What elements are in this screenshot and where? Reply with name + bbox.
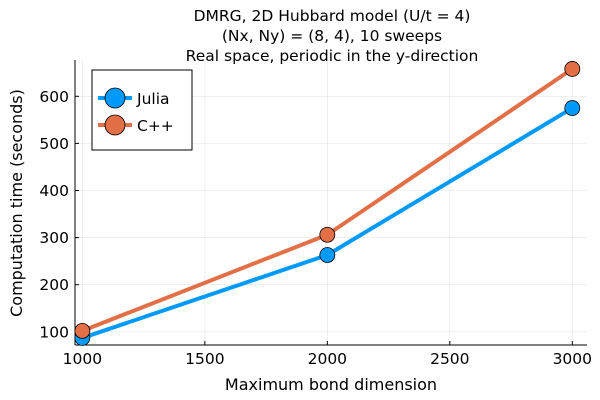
legend-label-julia: Julia: [136, 90, 170, 108]
y-tick-label: 300: [39, 229, 69, 247]
legend-marker-julia: [104, 87, 126, 109]
data-point-cpp: [319, 226, 336, 243]
legend: Julia C++: [91, 69, 193, 151]
grid: [75, 60, 587, 345]
x-axis-label: Maximum bond dimension: [225, 375, 437, 394]
series-layer: [74, 61, 581, 346]
x-tick-label: 1500: [185, 350, 224, 368]
x-tick-label: 2000: [308, 350, 347, 368]
y-tick-label: 100: [39, 323, 69, 341]
data-point-julia: [319, 247, 336, 263]
axes: [74, 60, 587, 346]
y-tick-label: 600: [39, 88, 69, 106]
data-point-cpp: [564, 61, 581, 77]
x-tick-label: 3000: [553, 350, 592, 368]
x-tick-label: 1000: [63, 350, 102, 368]
data-point-julia: [564, 100, 581, 116]
y-axis-label: Computation time (seconds): [7, 89, 26, 317]
y-tick-label: 400: [39, 182, 69, 200]
chart-title: DMRG, 2D Hubbard model (U/t = 4) (Nx, Ny…: [186, 7, 479, 65]
y-tick-label: 500: [39, 135, 69, 153]
x-tick-label: 2500: [430, 350, 469, 368]
legend-marker-cpp: [104, 114, 126, 136]
title-line-1: DMRG, 2D Hubbard model (U/t = 4): [194, 7, 471, 25]
title-line-2: (Nx, Ny) = (8, 4), 10 sweeps: [222, 27, 442, 45]
data-point-cpp: [74, 322, 91, 339]
ticks: 1000 1500 2000 2500 3000 100 200 300 400 500 600: [39, 88, 592, 368]
y-tick-label: 200: [39, 276, 69, 294]
legend-box: [91, 69, 193, 151]
legend-label-cpp: C++: [137, 117, 174, 135]
title-line-3: Real space, periodic in the y-direction: [186, 47, 479, 65]
